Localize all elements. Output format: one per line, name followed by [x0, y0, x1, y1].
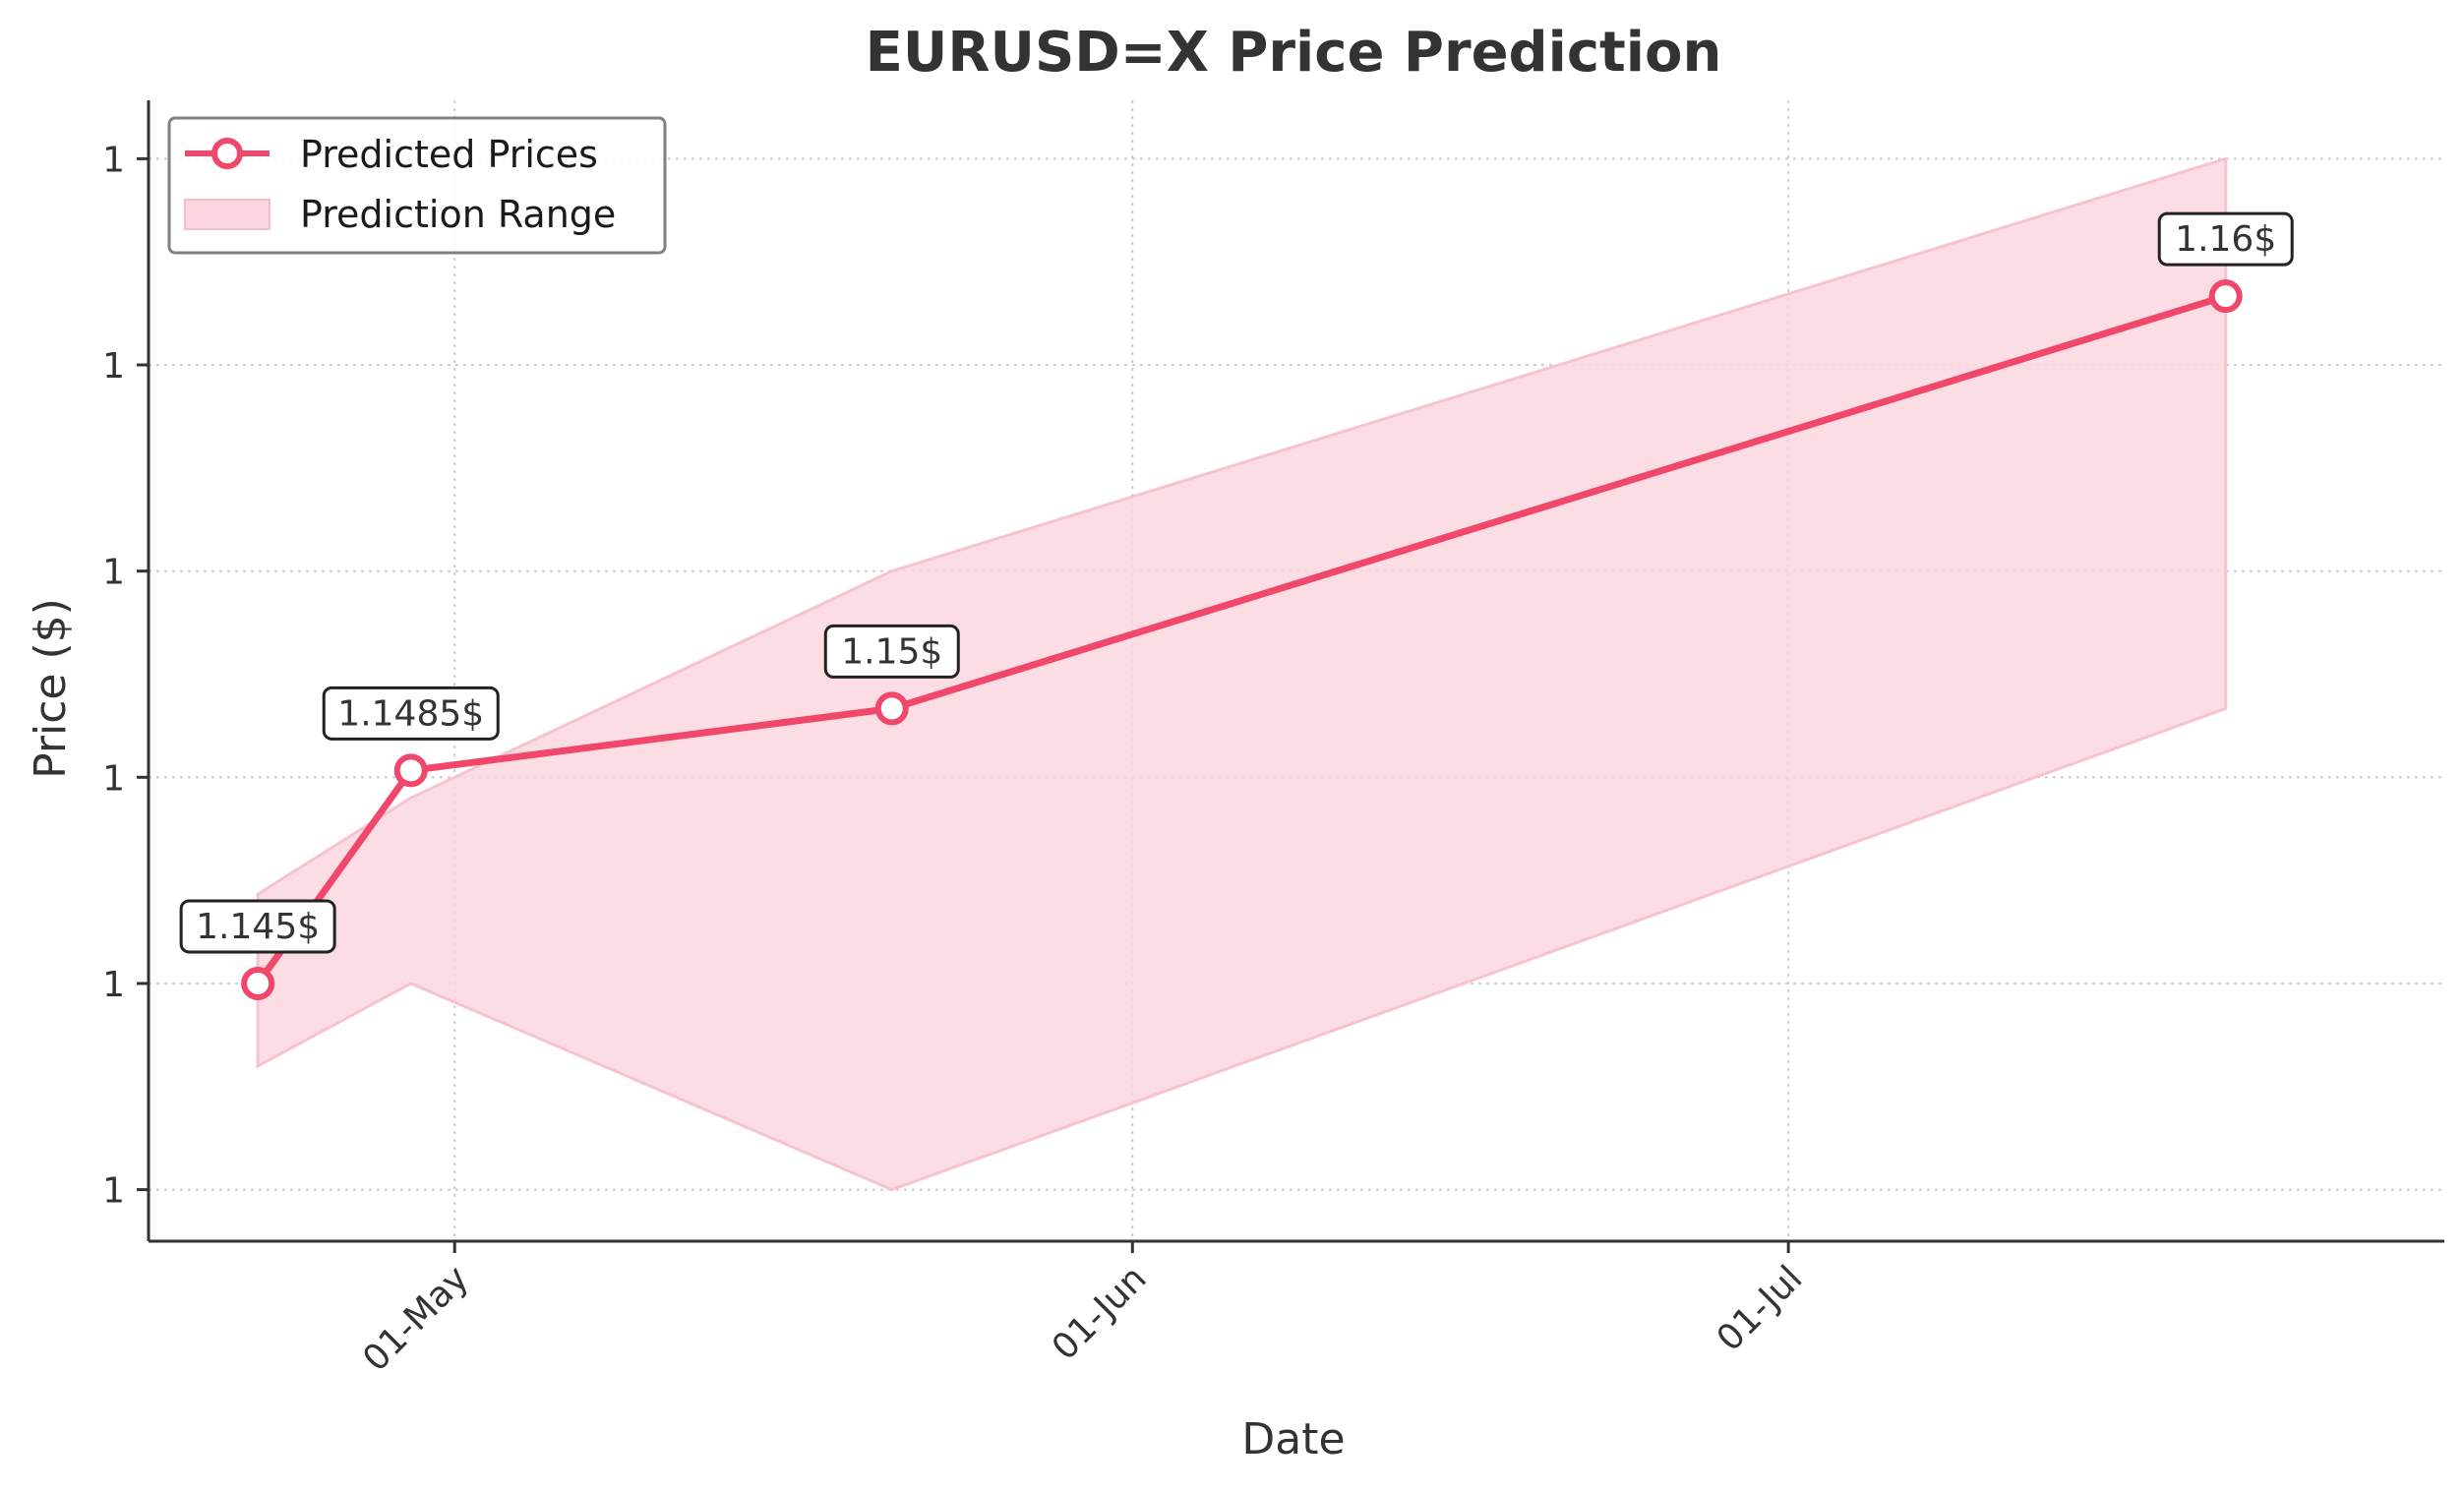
predicted-price-point [393, 753, 428, 788]
y-tick-label: 1 [102, 140, 125, 180]
x-tick-label: 01-Jun [1045, 1258, 1155, 1368]
x-tick-label: 01-Jul [1710, 1258, 1811, 1359]
y-tick-label: 1 [102, 1171, 125, 1212]
y-tick-label: 1 [102, 553, 125, 593]
legend-label-prediction-range: Prediction Range [300, 193, 616, 236]
annotations-layer: 1.145$ 1.1485$ 1.15$ 1.16$ [179, 211, 2294, 954]
y-tick-label: 1 [102, 346, 125, 387]
x-tick-label: 01-May [355, 1258, 476, 1379]
price-annotation-label: 1.16$ [2175, 219, 2276, 260]
predicted-prices-line [255, 292, 2227, 985]
price-annotation-box [322, 686, 500, 741]
prediction-range-layer [256, 156, 2228, 1192]
y-tick-label: 1 [102, 758, 125, 799]
predicted-price-point [874, 691, 909, 726]
chart-title: EURUSD=X Price Prediction [866, 21, 1722, 85]
price-annotation-label: 1.1485$ [337, 693, 484, 734]
legend-marker-swatch [211, 138, 243, 169]
axes [147, 100, 2444, 1243]
price-annotation-box [179, 899, 336, 954]
x-ticks: 01-May 01-Jun 01-Jul [355, 1241, 1811, 1380]
price-annotation-label: 1.15$ [841, 631, 942, 672]
predicted-prices-layer [241, 279, 2243, 1000]
legend-label-predicted-prices: Predicted Prices [300, 133, 598, 176]
y-tick-label: 1 [102, 965, 125, 1005]
price-annotation-label: 1.145$ [196, 907, 320, 947]
y-ticks: 1 1 1 1 1 1 [102, 140, 149, 1212]
price-annotation-box [2157, 211, 2294, 267]
predicted-price-point [241, 966, 275, 1000]
predicted-price-point [2208, 279, 2243, 314]
y-axis-label: Price ($) [26, 598, 76, 779]
x-axis-label: Date [1241, 1414, 1345, 1464]
legend-frame [167, 116, 667, 255]
legend: Predicted Prices Prediction Range [167, 116, 667, 255]
prediction-range-area [256, 156, 2228, 1192]
legend-area-swatch [184, 199, 270, 230]
price-annotation-box [823, 624, 960, 679]
